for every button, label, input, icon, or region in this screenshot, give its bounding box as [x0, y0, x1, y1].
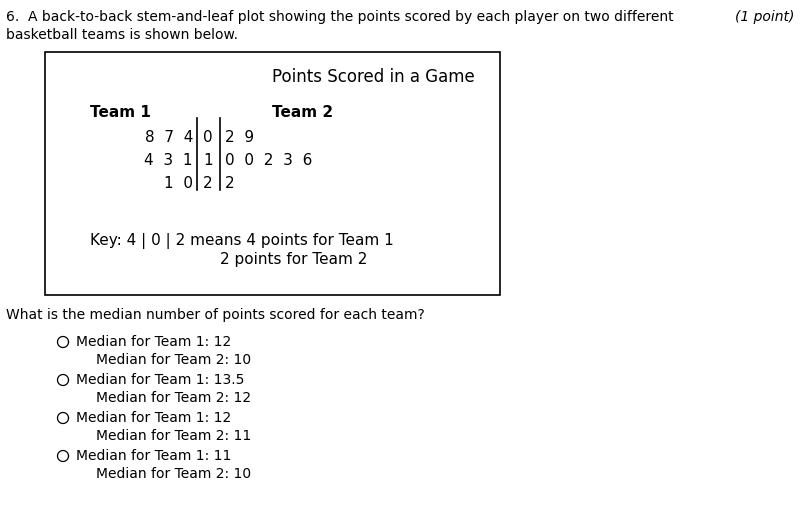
Text: Median for Team 1: 12: Median for Team 1: 12 — [76, 411, 231, 425]
Text: Median for Team 2: 11: Median for Team 2: 11 — [96, 429, 251, 443]
Text: basketball teams is shown below.: basketball teams is shown below. — [6, 28, 238, 42]
Text: 1  0: 1 0 — [164, 176, 193, 191]
Text: Median for Team 2: 10: Median for Team 2: 10 — [96, 353, 251, 367]
Text: 4  3  1: 4 3 1 — [145, 153, 193, 168]
Text: Team 1: Team 1 — [90, 105, 151, 120]
Text: Median for Team 1: 11: Median for Team 1: 11 — [76, 449, 231, 463]
Text: 2 points for Team 2: 2 points for Team 2 — [220, 252, 367, 267]
Text: 8  7  4: 8 7 4 — [145, 130, 193, 145]
Text: Median for Team 2: 10: Median for Team 2: 10 — [96, 467, 251, 481]
Text: Points Scored in a Game: Points Scored in a Game — [273, 68, 475, 86]
FancyBboxPatch shape — [45, 52, 500, 295]
Text: (1 point): (1 point) — [734, 10, 794, 24]
Text: 6.  A back-to-back stem-and-leaf plot showing the points scored by each player o: 6. A back-to-back stem-and-leaf plot sho… — [6, 10, 674, 24]
Text: 0  0  2  3  6: 0 0 2 3 6 — [225, 153, 312, 168]
Text: 2  9: 2 9 — [225, 130, 254, 145]
Text: 1: 1 — [203, 153, 213, 168]
Text: 2: 2 — [203, 176, 213, 191]
Text: Median for Team 2: 12: Median for Team 2: 12 — [96, 391, 251, 405]
Text: Median for Team 1: 13.5: Median for Team 1: 13.5 — [76, 373, 244, 387]
Text: Key: 4 | 0 | 2 means 4 points for Team 1: Key: 4 | 0 | 2 means 4 points for Team 1 — [90, 233, 394, 249]
Text: 2: 2 — [225, 176, 234, 191]
Text: 0: 0 — [203, 130, 213, 145]
Text: Median for Team 1: 12: Median for Team 1: 12 — [76, 335, 231, 349]
Text: Team 2: Team 2 — [272, 105, 333, 120]
Text: What is the median number of points scored for each team?: What is the median number of points scor… — [6, 308, 425, 322]
